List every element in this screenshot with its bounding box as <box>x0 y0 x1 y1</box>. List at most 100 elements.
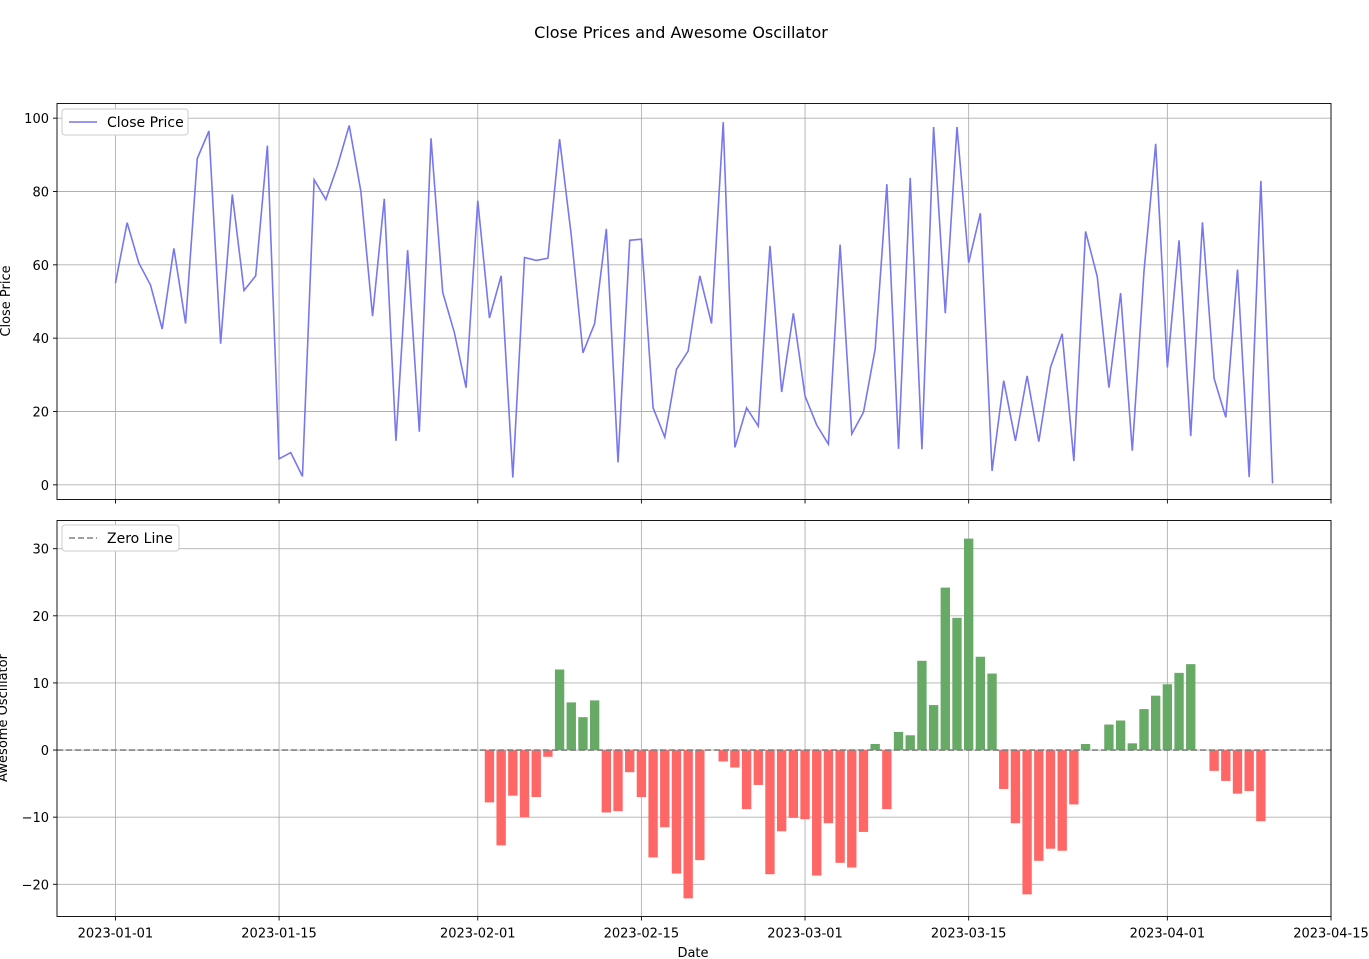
price-y-tick-label: 40 <box>32 332 49 347</box>
oscillator-y-tick-label: −10 <box>22 811 49 826</box>
oscillator-bar <box>1115 720 1126 751</box>
oscillator-x-ticks: 2023-01-01 2023-01-15 2023-02-01 2023-02-15… <box>78 916 1369 942</box>
oscillator-x-tick-label: 2023-02-01 <box>440 927 516 942</box>
oscillator-bar <box>613 750 623 812</box>
oscillator-x-tick-label: 2023-01-15 <box>241 927 317 942</box>
oscillator-bar <box>928 705 939 751</box>
oscillator-x-tick-label: 2023-02-15 <box>604 927 680 942</box>
oscillator-bar <box>847 750 857 868</box>
price-legend-label: Close Price <box>107 115 184 131</box>
oscillator-bar <box>554 669 565 751</box>
oscillator-bar <box>648 750 658 858</box>
oscillator-bar <box>788 750 799 818</box>
oscillator-bar <box>1034 750 1044 861</box>
oscillator-y-tick-label: 0 <box>41 744 49 759</box>
oscillator-bar <box>905 735 915 751</box>
oscillator-bar <box>940 587 950 751</box>
oscillator-bar <box>1162 684 1173 751</box>
oscillator-bar <box>1010 750 1021 824</box>
oscillator-bar <box>695 750 705 861</box>
oscillator-bar <box>1139 709 1149 751</box>
oscillator-bar <box>882 750 892 810</box>
oscillator-bar <box>753 750 763 785</box>
oscillator-y-ticks: −20 −10 0 10 20 30 <box>22 543 57 893</box>
oscillator-bar <box>835 750 845 863</box>
price-grid <box>57 103 1332 500</box>
oscillator-x-tick-label: 2023-04-15 <box>1293 927 1369 942</box>
oscillator-bar <box>718 750 728 762</box>
oscillator-bar <box>1221 750 1231 781</box>
oscillator-y-axis-label: Awesome Oscillator <box>0 653 11 782</box>
oscillator-bar <box>484 750 495 803</box>
price-y-tick-label: 0 <box>41 479 49 494</box>
oscillator-bar <box>917 660 927 751</box>
oscillator-bar <box>660 750 670 828</box>
oscillator-bar <box>1256 750 1266 822</box>
oscillator-bar <box>893 731 904 751</box>
oscillator-bar <box>671 750 682 874</box>
oscillator-bar <box>1232 750 1243 794</box>
price-y-axis-label: Close Price <box>0 265 14 336</box>
oscillator-bar <box>683 750 693 899</box>
oscillator-bar <box>741 750 752 810</box>
oscillator-bar <box>1244 750 1254 791</box>
price-y-tick-label: 20 <box>32 406 49 421</box>
oscillator-plot-area <box>57 520 1331 917</box>
oscillator-bar <box>519 750 530 818</box>
oscillator-bar <box>999 750 1009 789</box>
oscillator-bar <box>1209 750 1219 771</box>
oscillator-legend-label: Zero Line <box>107 531 173 547</box>
price-x-ticks <box>114 499 1332 504</box>
oscillator-bar <box>823 750 834 824</box>
oscillator-bar <box>1174 672 1184 751</box>
oscillator-bar <box>1045 750 1056 849</box>
oscillator-y-tick-label: 20 <box>32 610 49 625</box>
oscillator-x-tick-label: 2023-03-01 <box>767 927 843 942</box>
oscillator-bar <box>531 750 541 798</box>
oscillator-bar <box>601 750 612 813</box>
oscillator-bar <box>800 750 810 820</box>
price-y-tick-label: 100 <box>24 112 49 127</box>
oscillator-bar <box>765 750 775 875</box>
price-plot-area <box>57 103 1331 500</box>
oscillator-bar <box>730 750 740 768</box>
oscillator-y-tick-label: 30 <box>32 543 49 558</box>
oscillator-bar <box>1186 664 1196 751</box>
oscillator-bar <box>776 750 787 832</box>
oscillator-bar <box>636 750 647 798</box>
oscillator-bar <box>625 750 635 773</box>
oscillator-bar <box>812 750 822 876</box>
oscillator-bar <box>496 750 506 846</box>
price-y-tick-label: 80 <box>32 186 49 201</box>
oscillator-bar <box>952 617 962 751</box>
oscillator-bar <box>1022 750 1032 895</box>
oscillator-bar <box>578 717 588 751</box>
oscillator-bar <box>1057 750 1067 851</box>
price-legend-box <box>61 108 189 136</box>
oscillator-bar <box>589 700 600 751</box>
oscillator-bar <box>1080 744 1091 751</box>
oscillator-plot-frame <box>56 520 1332 917</box>
oscillator-y-tick-label: 10 <box>32 677 49 692</box>
oscillator-bar <box>566 702 576 751</box>
price-legend: Close Price <box>61 108 189 136</box>
oscillator-x-tick-label: 2023-03-15 <box>931 927 1007 942</box>
oscillator-bar <box>1104 724 1114 751</box>
oscillator-y-tick-label: −20 <box>22 878 49 893</box>
oscillator-bar <box>975 656 986 751</box>
oscillator-bar <box>858 750 869 832</box>
oscillator-legend-box <box>61 524 180 552</box>
price-y-ticks: 0 20 40 60 80 100 <box>24 112 57 494</box>
oscillator-bar <box>963 538 974 751</box>
price-plot-frame <box>56 103 1332 500</box>
oscillator-bar <box>987 673 997 751</box>
price-y-tick-label: 60 <box>32 259 49 274</box>
oscillator-bar <box>508 750 518 796</box>
oscillator-x-tick-label: 2023-04-01 <box>1130 927 1206 942</box>
x-axis-label: Date <box>677 946 708 959</box>
oscillator-bar <box>1127 743 1137 751</box>
price-panel: 0 20 40 60 80 100 Close Price Close Price <box>0 103 1332 504</box>
oscillator-bar <box>1151 695 1161 751</box>
